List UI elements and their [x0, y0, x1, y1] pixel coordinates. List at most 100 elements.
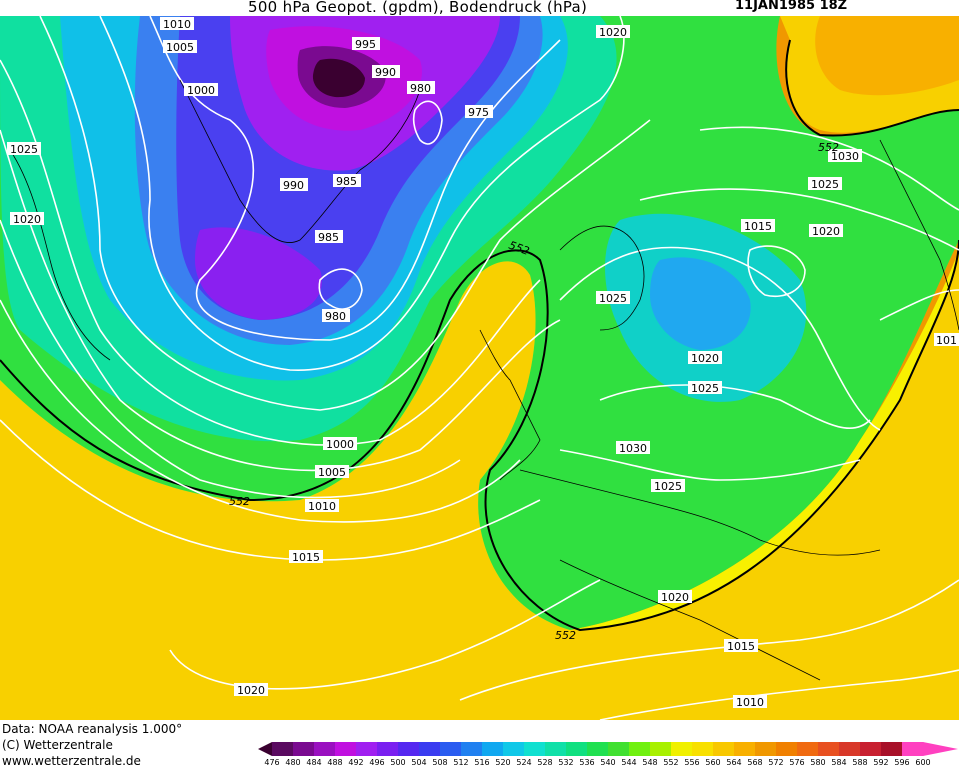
- label-1020c: 1020: [809, 224, 843, 238]
- label-1015c: 1015: [724, 639, 758, 653]
- label-990a: 990: [372, 65, 400, 79]
- label-1010a: 1010: [160, 17, 194, 31]
- colorbar-swatch: [482, 742, 504, 756]
- colorbar-swatch: [671, 742, 693, 756]
- colorbar-tick-label: 512: [453, 758, 469, 767]
- colorbar-tick-label: 480: [285, 758, 301, 767]
- svg-text:1025: 1025: [691, 382, 719, 395]
- contour-552-north: [785, 39, 959, 137]
- label-1025c: 1025: [808, 177, 842, 191]
- colorbar-tick-label: 588: [852, 758, 868, 767]
- svg-text:980: 980: [410, 82, 431, 95]
- label-1010b: 1010: [305, 499, 339, 513]
- colorbar-tick-label: 536: [579, 758, 595, 767]
- website-text: www.wetterzentrale.de: [2, 754, 141, 768]
- svg-text:552: 552: [818, 141, 839, 154]
- colorbar-tick-label: 572: [768, 758, 784, 767]
- label-552-a: 552: [229, 495, 250, 508]
- colorbar-swatch: [860, 742, 882, 756]
- colorbar-swatch: [419, 742, 441, 756]
- field-purple-south: [195, 227, 322, 320]
- colorbar-swatch: [818, 742, 840, 756]
- colorbar-swatch: [776, 742, 798, 756]
- isobar-labels: 1010 1005 1000 995 990 980 975 1020 1025…: [7, 17, 959, 709]
- colorbar-tick-label: 544: [621, 758, 637, 767]
- colorbar-tick-label: 496: [369, 758, 385, 767]
- label-1000b: 1000: [323, 437, 357, 451]
- svg-text:1000: 1000: [187, 84, 215, 97]
- isobars: [0, 16, 959, 720]
- label-1005b: 1005: [315, 465, 349, 479]
- colorbar-tick-label: 488: [327, 758, 343, 767]
- svg-text:980: 980: [325, 310, 346, 323]
- colorbar-tick-label: 592: [873, 758, 889, 767]
- svg-text:1020: 1020: [599, 26, 627, 39]
- colorbar-tick-label: 484: [306, 758, 322, 767]
- svg-text:1020: 1020: [237, 684, 265, 697]
- svg-text:1030: 1030: [619, 442, 647, 455]
- colorbar-swatch: [881, 742, 903, 756]
- colorbar-tick-label: 540: [600, 758, 616, 767]
- svg-text:552: 552: [555, 629, 576, 642]
- label-1025b: 1025: [596, 291, 630, 305]
- colorbar-swatch: [335, 742, 357, 756]
- label-1020a: 1020: [596, 25, 630, 39]
- colorbar-tick-label: 556: [684, 758, 700, 767]
- colorbar-swatch: [377, 742, 399, 756]
- colorbar-tick-label: 528: [537, 758, 553, 767]
- svg-text:1025: 1025: [10, 143, 38, 156]
- svg-text:1020: 1020: [661, 591, 689, 604]
- colorbar-swatch: [755, 742, 777, 756]
- colorbar-tick-label: 516: [474, 758, 490, 767]
- svg-text:1015: 1015: [292, 551, 320, 564]
- svg-text:975: 975: [468, 106, 489, 119]
- colorbar-swatch: [734, 742, 756, 756]
- svg-text:1000: 1000: [326, 438, 354, 451]
- map-title: 500 hPa Geopot. (gpdm), Bodendruck (hPa): [248, 0, 588, 16]
- header: 500 hPa Geopot. (gpdm), Bodendruck (hPa)…: [0, 0, 959, 16]
- weather-map: 1010 1005 1000 995 990 980 975 1020 1025…: [0, 16, 959, 720]
- field-blue-east: [650, 257, 751, 350]
- colorbar-swatch: [608, 742, 630, 756]
- colorbar-tick-label: 508: [432, 758, 448, 767]
- colorbar-tick-label: 560: [705, 758, 721, 767]
- label-552-c: 552: [555, 629, 576, 642]
- label-1030b: 1030: [616, 441, 650, 455]
- field-vortex-core: [312, 58, 365, 98]
- label-1025e: 1025: [651, 479, 685, 493]
- label-1025a: 1025: [7, 142, 41, 156]
- svg-text:990: 990: [283, 179, 304, 192]
- field-yellow-orange: [0, 240, 959, 720]
- colorbar-arrow-left: [258, 742, 272, 756]
- colorbar-tick-label: 580: [810, 758, 826, 767]
- label-101-edge: 101: [934, 333, 959, 347]
- colorbar-swatch: [398, 742, 420, 756]
- colorbar-swatch: [713, 742, 735, 756]
- data-source-text: Data: NOAA reanalysis 1.000°: [2, 722, 183, 736]
- svg-text:1005: 1005: [318, 466, 346, 479]
- svg-text:1010: 1010: [163, 18, 191, 31]
- colorbar-swatch: [440, 742, 462, 756]
- label-1020b: 1020: [10, 212, 44, 226]
- svg-text:1025: 1025: [654, 480, 682, 493]
- colorbar-labels: 476 480 484 488 492 496 500 504 508 512 516 520 524 5…: [258, 758, 958, 770]
- contour-552: [0, 239, 959, 632]
- colorbar-swatch: [566, 742, 588, 756]
- svg-text:1020: 1020: [691, 352, 719, 365]
- svg-text:1020: 1020: [812, 225, 840, 238]
- colorbar-tick-label: 500: [390, 758, 406, 767]
- colorbar-tick-label: 524: [516, 758, 532, 767]
- colorbar-swatch: [314, 742, 336, 756]
- colorbar-swatch: [356, 742, 378, 756]
- colorbar-tick-label: 552: [663, 758, 679, 767]
- colorbar-swatch: [503, 742, 525, 756]
- svg-text:1025: 1025: [599, 292, 627, 305]
- colorbar-swatch: [461, 742, 483, 756]
- label-1010c: 1010: [733, 695, 767, 709]
- map-datetime: 11JAN1985 18Z: [735, 0, 848, 13]
- colorbar-tick-label: 584: [831, 758, 847, 767]
- svg-text:1025: 1025: [811, 178, 839, 191]
- label-1025d: 1025: [688, 381, 722, 395]
- label-1005: 1005: [163, 40, 197, 54]
- svg-text:101: 101: [936, 334, 957, 347]
